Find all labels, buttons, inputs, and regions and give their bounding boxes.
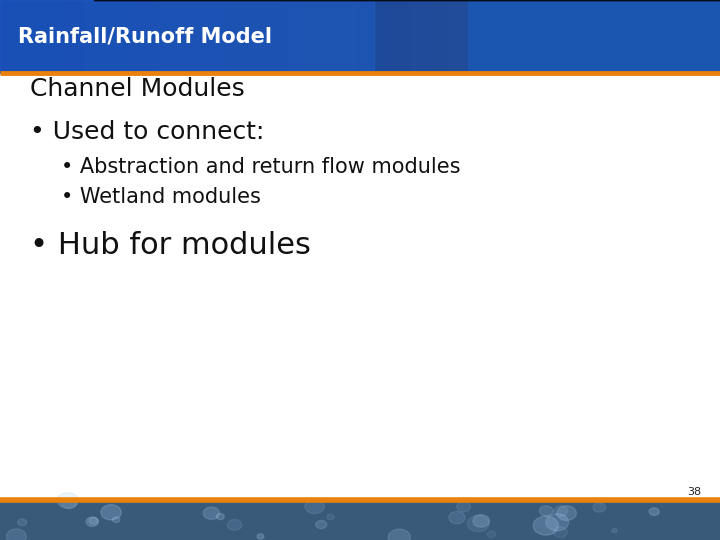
Circle shape: [553, 526, 567, 537]
Circle shape: [101, 505, 121, 520]
Circle shape: [612, 529, 617, 532]
Circle shape: [554, 505, 567, 516]
Bar: [0, 0, 720, 73]
Circle shape: [557, 506, 577, 521]
Circle shape: [473, 515, 490, 527]
Circle shape: [388, 529, 410, 540]
Text: • Hub for modules: • Hub for modules: [30, 231, 311, 260]
Circle shape: [316, 521, 327, 529]
Circle shape: [58, 492, 78, 508]
Circle shape: [593, 503, 606, 512]
Circle shape: [546, 514, 569, 531]
Circle shape: [467, 515, 490, 532]
Bar: [0, 500, 720, 540]
Text: Channel Modules: Channel Modules: [30, 77, 245, 101]
Text: • Abstraction and return flow modules: • Abstraction and return flow modules: [61, 157, 461, 178]
Text: • Wetland modules: • Wetland modules: [61, 187, 261, 207]
Circle shape: [216, 514, 225, 519]
Circle shape: [63, 498, 76, 509]
Circle shape: [6, 529, 27, 540]
Circle shape: [228, 519, 242, 530]
Circle shape: [18, 519, 27, 525]
Circle shape: [456, 502, 471, 512]
Circle shape: [649, 508, 660, 516]
Circle shape: [487, 531, 495, 538]
Circle shape: [539, 506, 553, 516]
Circle shape: [534, 516, 559, 535]
Bar: [0, 0, 374, 73]
Circle shape: [112, 517, 120, 523]
Circle shape: [89, 517, 98, 524]
Text: 38: 38: [687, 487, 701, 497]
Circle shape: [86, 517, 99, 526]
Text: • Used to connect:: • Used to connect:: [30, 120, 265, 144]
Text: Rainfall/Runoff Model: Rainfall/Runoff Model: [18, 26, 272, 46]
Circle shape: [203, 507, 220, 519]
Circle shape: [257, 534, 264, 539]
Circle shape: [327, 514, 334, 519]
Circle shape: [305, 499, 325, 514]
Circle shape: [449, 511, 465, 524]
